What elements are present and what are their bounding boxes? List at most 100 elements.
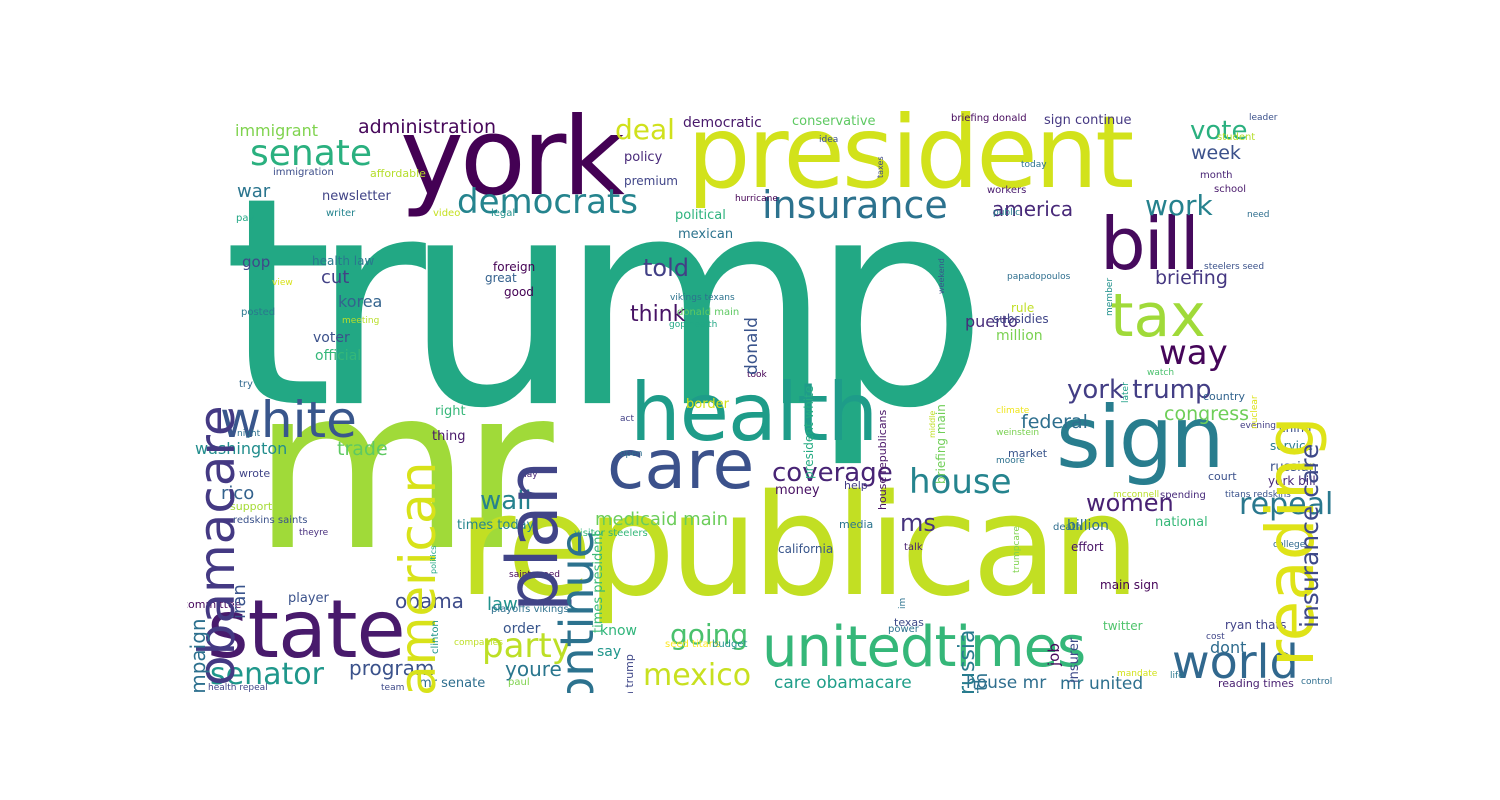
word-cloud-word: hurricane	[735, 194, 778, 204]
word-cloud-word: trump	[223, 136, 988, 473]
word-cloud-word: ms	[900, 509, 936, 537]
word-cloud-word: gop health	[669, 320, 718, 330]
word-cloud-word: house	[909, 462, 1012, 502]
word-cloud-word: im	[898, 597, 908, 609]
word-cloud-word: told	[643, 254, 689, 282]
word-cloud-word: taxes	[876, 156, 885, 178]
word-cloud-word: trumpcare	[1012, 526, 1022, 573]
word-cloud-word: insurance	[762, 183, 948, 227]
word-cloud-word: national	[1155, 515, 1208, 530]
word-cloud-word: thing	[432, 429, 466, 444]
word-cloud-word: good	[504, 285, 534, 299]
word-cloud-word: view	[272, 278, 293, 288]
word-cloud-word: trade	[337, 438, 388, 460]
word-cloud-word: pay	[236, 213, 255, 224]
word-cloud-word: newsletter	[322, 189, 391, 204]
word-cloud-word: white	[220, 391, 357, 449]
word-cloud-word: court	[1208, 470, 1237, 483]
word-cloud-word: border	[686, 397, 729, 412]
word-cloud-word: times president	[591, 531, 606, 633]
word-cloud-word: donald main	[677, 307, 740, 318]
word-cloud-word: try	[239, 379, 253, 390]
word-cloud-word: country	[1203, 390, 1246, 403]
word-cloud-word: republican	[458, 465, 1140, 628]
word-cloud-word: school	[1214, 184, 1247, 195]
word-cloud-word: steelers seed	[1204, 262, 1265, 272]
word-cloud-word: voter	[313, 330, 350, 346]
word-cloud-word: help	[844, 479, 868, 492]
word-cloud-word: act	[620, 414, 634, 424]
word-cloud-word: wall	[480, 486, 532, 516]
word-cloud-word: idea	[819, 135, 839, 145]
word-cloud-word: spending	[1160, 490, 1206, 501]
word-cloud-word: vikings texans	[670, 293, 735, 303]
word-cloud-word: moore	[996, 456, 1025, 466]
word-cloud-word: policy	[624, 150, 663, 165]
word-cloud-word: president	[687, 108, 1134, 211]
word-cloud-word: player	[288, 591, 329, 606]
word-cloud-word: reading times	[1218, 677, 1294, 690]
word-cloud-word: texas	[894, 616, 924, 629]
word-cloud-word: seed titans	[665, 639, 721, 650]
word-cloud-word: job	[1045, 643, 1063, 666]
word-cloud-word: insurance care	[1295, 443, 1324, 628]
word-cloud-word: leader	[1249, 113, 1278, 123]
word-cloud-word: weinstein	[996, 428, 1040, 438]
word-cloud-word: writer	[326, 208, 356, 219]
word-cloud-word: ryan thats	[1225, 618, 1287, 632]
word-cloud-word: briefing donald	[951, 113, 1027, 124]
word-cloud-word: york bill	[1268, 474, 1316, 488]
word-cloud-word: climate	[996, 406, 1030, 416]
word-cloud-word: death	[1053, 522, 1082, 533]
word-cloud-word: medicaid main	[595, 509, 729, 530]
word-cloud-word: bill	[1100, 202, 1200, 286]
word-cloud-word: state	[207, 583, 406, 676]
word-cloud-word: open	[620, 449, 643, 459]
word-cloud-word: care	[607, 426, 755, 505]
word-cloud-word: senator	[210, 657, 324, 692]
word-cloud-word: main sign	[1100, 578, 1159, 592]
word-cloud-word: insurer	[1067, 637, 1082, 683]
word-cloud-word: support	[230, 500, 273, 513]
word-cloud-word: mandate	[1117, 669, 1158, 679]
word-cloud-word: companies	[454, 638, 503, 648]
word-cloud-word: world	[1172, 635, 1299, 689]
word-cloud-word: health law	[312, 254, 375, 268]
word-cloud-word: mr senate	[419, 676, 486, 691]
word-cloud-word: democratic	[683, 115, 762, 131]
word-cloud-word: obama	[395, 589, 464, 613]
word-cloud-word: north	[971, 673, 992, 693]
word-cloud-word: coverage	[772, 458, 893, 488]
word-cloud-word: going	[670, 618, 749, 651]
word-cloud-word: mcconnell	[1113, 490, 1160, 500]
word-cloud-word: wrote	[239, 467, 271, 480]
word-cloud-word: american	[389, 461, 447, 693]
word-cloud-word: right	[435, 404, 466, 419]
word-cloud-word: work	[1145, 189, 1213, 222]
word-cloud-word: talk	[904, 542, 923, 553]
word-cloud-word: korea	[338, 292, 383, 311]
word-cloud-word: theyre	[299, 528, 329, 538]
word-cloud-word: political	[675, 208, 726, 223]
word-cloud-word: papadopoulos	[1007, 272, 1071, 282]
word-cloud-word: middle	[928, 410, 937, 438]
word-cloud-word: media	[839, 518, 874, 531]
word-cloud-word: public	[993, 208, 1021, 218]
word-cloud-word: puerto	[965, 312, 1018, 331]
word-cloud-word: democrats	[457, 182, 638, 222]
word-cloud-word: affordable	[370, 167, 426, 180]
word-cloud-word: clinton	[430, 620, 441, 654]
word-cloud-word: house mr	[966, 673, 1047, 693]
word-cloud-word: visitor steelers	[574, 528, 648, 539]
word-cloud-word: sign continue	[1044, 113, 1132, 128]
word-cloud-word: federal	[1021, 411, 1088, 433]
word-cloud-word: life	[1170, 671, 1184, 681]
word-cloud-word: senate	[250, 133, 373, 174]
word-cloud-word: team	[381, 683, 405, 693]
word-cloud-word: way	[1159, 333, 1228, 373]
word-cloud-word: california	[778, 542, 834, 556]
word-cloud-word: unitedtimes	[762, 615, 1086, 680]
word-cloud-word: mr	[252, 339, 554, 601]
word-cloud-word: subsidies	[993, 312, 1049, 326]
word-cloud-word: committee	[187, 598, 242, 611]
